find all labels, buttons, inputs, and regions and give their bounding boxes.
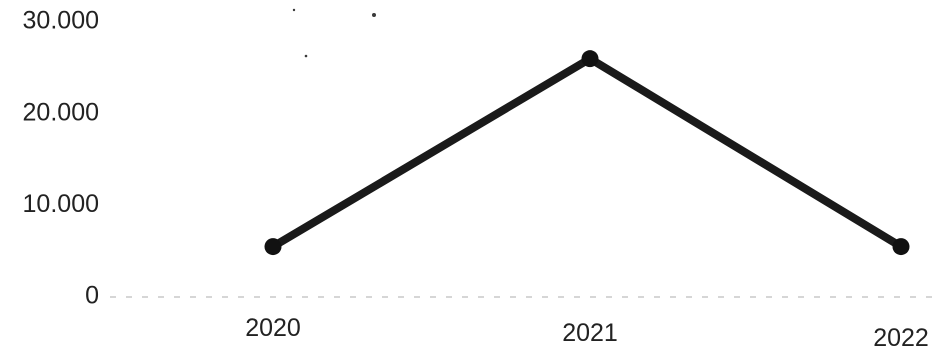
x-tick-label: 2021 [562,319,618,347]
series-line [269,54,905,251]
x-axis-ticks: 2020 2021 2022 [245,314,929,351]
scan-speck [304,54,308,58]
scan-specks [292,8,376,58]
y-tick-label: 10.000 [23,190,99,218]
y-tick-label: 0 [85,282,99,310]
y-tick-label: 20.000 [23,98,99,126]
x-tick-label: 2022 [873,324,929,351]
data-point-marker [264,238,282,256]
scan-speck [372,13,376,17]
y-tick-label: 30.000 [23,7,99,35]
scan-speck [292,8,296,12]
y-axis-ticks: 0 10.000 20.000 30.000 [23,7,99,310]
x-tick-label: 2020 [245,314,301,342]
series-group [264,50,910,256]
data-point-marker [892,238,910,256]
data-point-marker [581,50,599,68]
